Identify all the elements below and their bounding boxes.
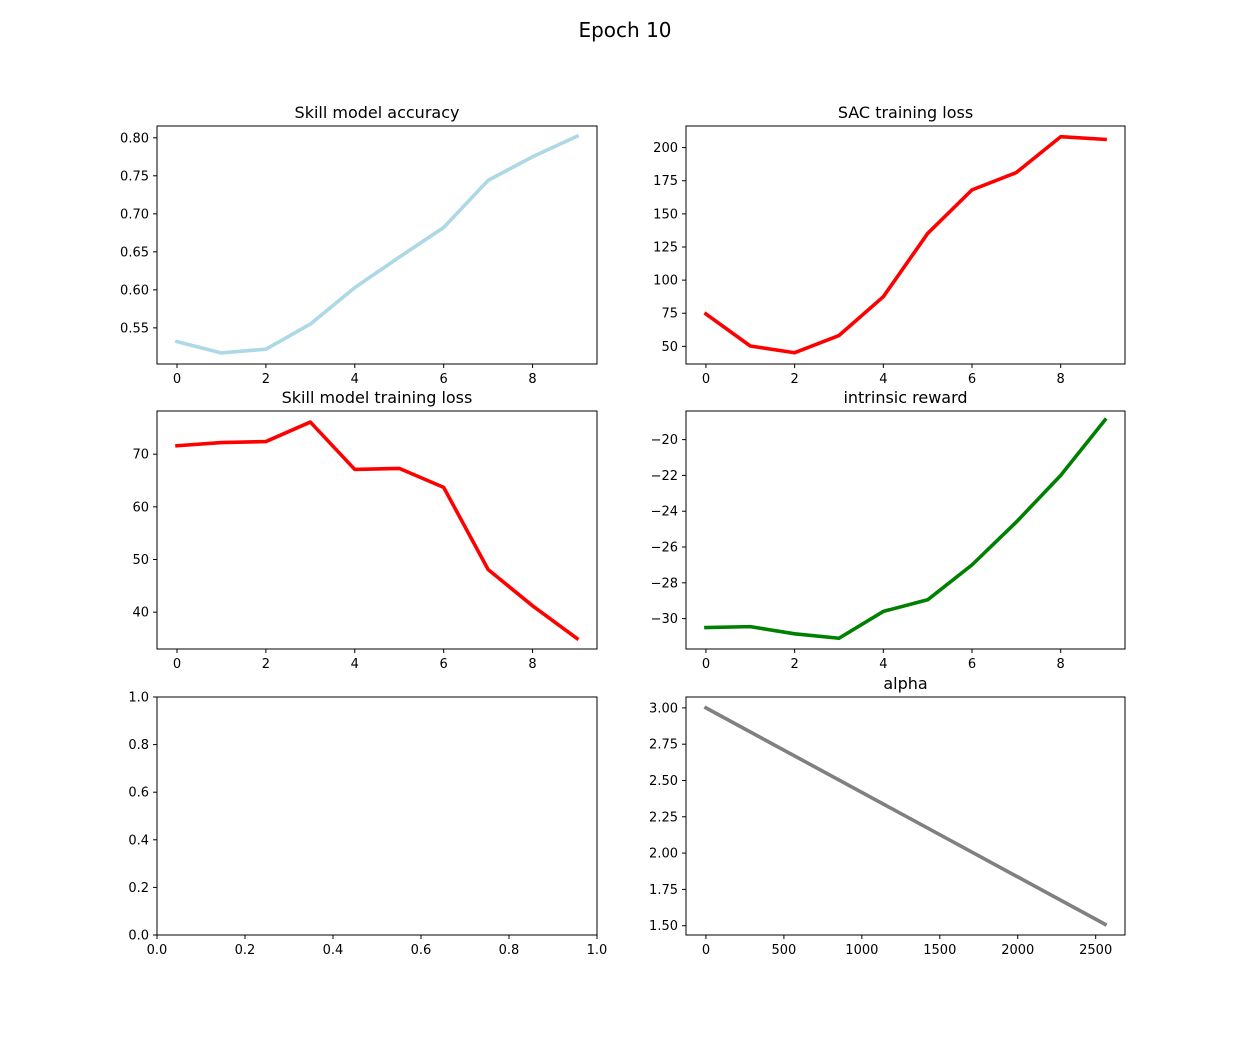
- sac-loss-xtick-label: 0: [702, 372, 710, 387]
- skill-accuracy-series-line: [174, 133, 580, 355]
- sac-loss-title: SAC training loss: [838, 103, 973, 122]
- alpha-title: alpha: [883, 674, 927, 693]
- skill-accuracy-xtick-label: 4: [351, 372, 359, 387]
- intrinsic-reward-ytick-label: −30: [651, 612, 678, 627]
- intrinsic-reward-ytick-label: −28: [651, 576, 678, 591]
- skill-accuracy-axes-frame: [156, 125, 598, 365]
- sac-loss-xtick-label: 8: [1057, 372, 1065, 387]
- alpha-xtick-label: 0: [702, 943, 710, 958]
- skill-accuracy-xtick-label: 0: [173, 372, 181, 387]
- empty-ytick-label: 0.2: [128, 881, 149, 896]
- sac-loss-xtick-label: 2: [791, 372, 799, 387]
- sac-loss-xtick-label: 4: [879, 372, 887, 387]
- skill-training-loss-title: Skill model training loss: [282, 388, 473, 407]
- empty-ytick-label: 0.0: [128, 929, 149, 944]
- skill-accuracy-title: Skill model accuracy: [295, 103, 460, 122]
- skill-training-loss-ytick-label: 50: [132, 553, 149, 568]
- intrinsic-reward-series-line: [704, 417, 1108, 641]
- intrinsic-reward-ytick-label: −26: [651, 541, 678, 556]
- alpha-ytick-label: 3.00: [649, 701, 678, 716]
- skill-training-loss-xtick-label: 6: [440, 657, 448, 672]
- empty-ytick-label: 1.0: [128, 691, 149, 706]
- sac-loss-ytick-label: 125: [653, 240, 678, 255]
- alpha-xtick-label: 1000: [845, 943, 878, 958]
- sac-loss-axes-frame: [685, 125, 1126, 365]
- sac-loss-ytick-label: 150: [653, 207, 678, 222]
- sac-loss-ytick-label: 50: [661, 340, 678, 355]
- empty-ytick-label: 0.4: [128, 833, 149, 848]
- empty-xtick-label: 0.4: [323, 943, 344, 958]
- skill-accuracy-ytick-label: 0.70: [120, 207, 149, 222]
- empty-ytick-label: 0.6: [128, 786, 149, 801]
- intrinsic-reward-xtick-label: 8: [1057, 657, 1065, 672]
- sac-loss-ytick-label: 100: [653, 274, 678, 289]
- skill-accuracy-xtick-label: 6: [440, 372, 448, 387]
- figure-suptitle: Epoch 10: [578, 18, 671, 42]
- chart-sac-loss: SAC training loss 0 2 4 6 8 50 75 100 125 150 175 20…: [653, 103, 1126, 387]
- alpha-ytick-label: 1.75: [649, 883, 678, 898]
- empty-xtick-label: 0.6: [411, 943, 432, 958]
- skill-training-loss-xtick-label: 4: [351, 657, 359, 672]
- sac-loss-ytick-label: 200: [653, 141, 678, 156]
- skill-training-loss-axes-frame: [156, 410, 598, 650]
- skill-accuracy-ytick-label: 0.65: [120, 245, 149, 260]
- skill-accuracy-xtick-label: 2: [262, 372, 270, 387]
- empty-xtick-label: 0.2: [235, 943, 256, 958]
- alpha-axes-frame: [685, 696, 1126, 936]
- intrinsic-reward-ytick-label: −20: [651, 433, 678, 448]
- intrinsic-reward-xtick-label: 6: [968, 657, 976, 672]
- alpha-xtick-label: 2500: [1079, 943, 1112, 958]
- alpha-xtick-label: 500: [771, 943, 796, 958]
- skill-training-loss-xtick-label: 2: [262, 657, 270, 672]
- alpha-xtick-label: 2000: [1001, 943, 1034, 958]
- skill-training-loss-ytick-label: 70: [132, 448, 149, 463]
- sac-loss-ytick-label: 175: [653, 174, 678, 189]
- empty-ytick-label: 0.8: [128, 738, 149, 753]
- skill-accuracy-ytick-label: 0.60: [120, 283, 149, 298]
- sac-loss-xtick-label: 6: [968, 372, 976, 387]
- intrinsic-reward-xtick-label: 4: [879, 657, 887, 672]
- chart-empty: 0.0 0.2 0.4 0.6 0.8 1.0 0.0 0.2 0.4 0.6 0.8 1.0: [128, 691, 607, 959]
- alpha-ytick-label: 2.25: [649, 810, 678, 825]
- skill-training-loss-ytick-label: 60: [132, 500, 149, 515]
- alpha-ytick-label: 2.50: [649, 774, 678, 789]
- alpha-ytick-label: 2.00: [649, 847, 678, 862]
- intrinsic-reward-ytick-label: −22: [651, 469, 678, 484]
- empty-xtick-label: 0.8: [499, 943, 520, 958]
- chart-alpha: alpha 0 500 1000 1500 2000 2500 1.50 1.75 2.00 2.2…: [649, 674, 1126, 958]
- intrinsic-reward-axes-frame: [685, 410, 1126, 650]
- skill-accuracy-xtick-label: 8: [528, 372, 536, 387]
- alpha-ytick-label: 2.75: [649, 738, 678, 753]
- sac-loss-ytick-label: 75: [661, 307, 678, 322]
- skill-training-loss-series-line: [175, 420, 580, 641]
- skill-training-loss-xtick-label: 0: [173, 657, 181, 672]
- intrinsic-reward-ytick-label: −24: [651, 505, 678, 520]
- chart-skill-accuracy: Skill model accuracy 0 2 4 6 8 0.55 0.60 0.65 0.7…: [120, 103, 598, 387]
- chart-intrinsic-reward: intrinsic reward 0 2 4 6 8 −30 −28 −26 −24 −22 −20: [651, 388, 1126, 672]
- alpha-xtick-label: 1500: [923, 943, 956, 958]
- intrinsic-reward-title: intrinsic reward: [843, 388, 967, 407]
- skill-accuracy-ytick-label: 0.75: [120, 169, 149, 184]
- sac-loss-series-line: [703, 134, 1107, 355]
- alpha-ytick-label: 1.50: [649, 919, 678, 934]
- intrinsic-reward-xtick-label: 0: [702, 657, 710, 672]
- skill-training-loss-ytick-label: 40: [132, 606, 149, 621]
- alpha-series-line: [703, 705, 1108, 927]
- empty-xtick-label: 1.0: [587, 943, 608, 958]
- chart-skill-training-loss: Skill model training loss 0 2 4 6 8 40 50 60 70: [132, 388, 598, 672]
- empty-axes-frame: [156, 696, 598, 936]
- skill-accuracy-ytick-label: 0.55: [120, 321, 149, 336]
- intrinsic-reward-xtick-label: 2: [791, 657, 799, 672]
- empty-xtick-label: 0.0: [147, 943, 168, 958]
- skill-training-loss-xtick-label: 8: [528, 657, 536, 672]
- skill-accuracy-ytick-label: 0.80: [120, 131, 149, 146]
